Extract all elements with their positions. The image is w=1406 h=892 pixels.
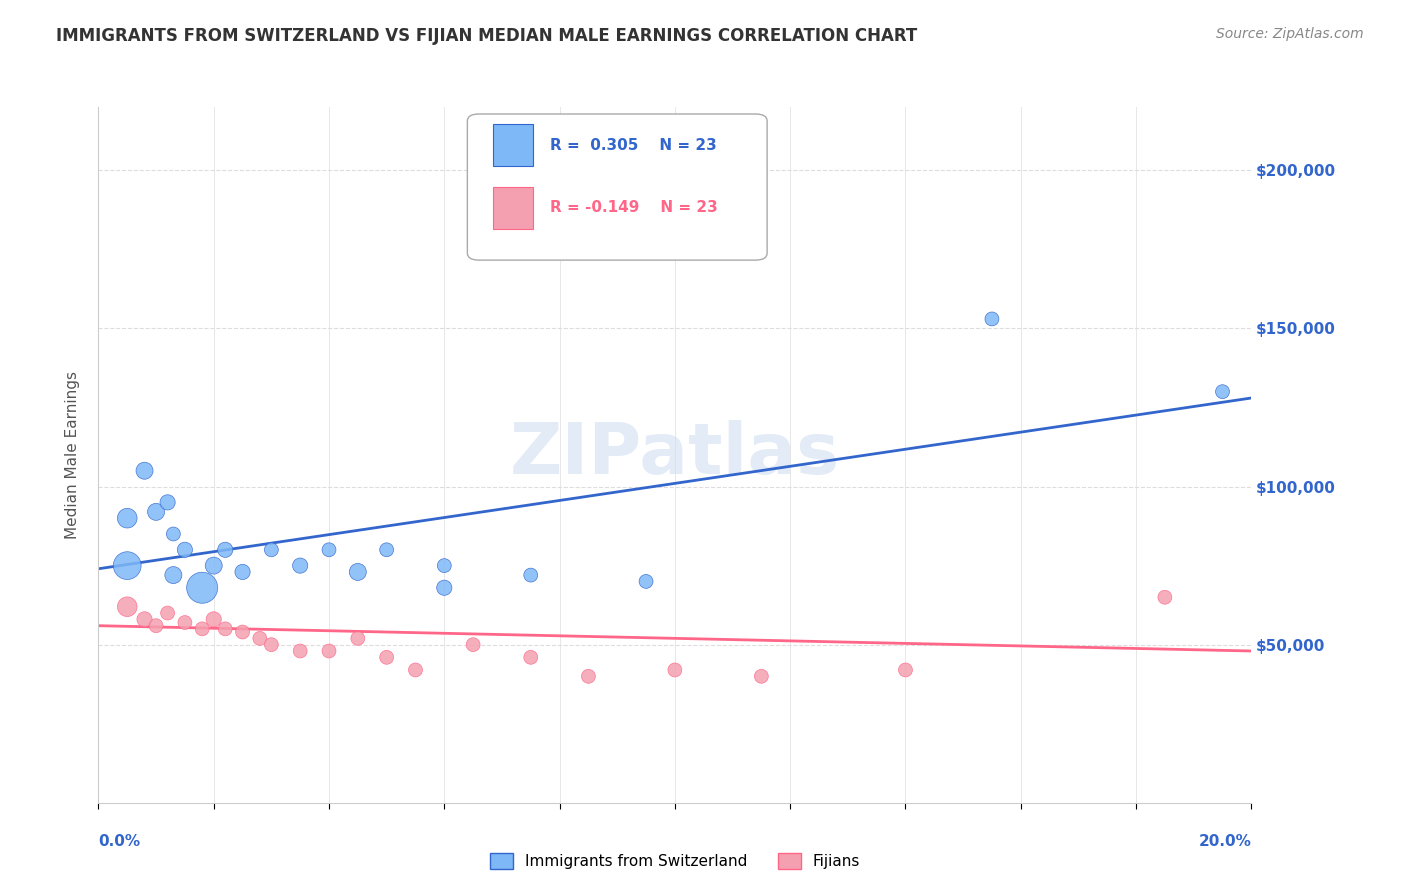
Point <box>191 581 214 595</box>
Point <box>117 558 139 573</box>
Point <box>249 632 271 646</box>
Point <box>231 625 254 640</box>
Point <box>751 669 773 683</box>
Point <box>145 505 167 519</box>
Point <box>214 622 236 636</box>
Point <box>134 464 156 478</box>
Point <box>578 669 600 683</box>
Point <box>346 632 368 646</box>
Text: ZIPatlas: ZIPatlas <box>510 420 839 490</box>
Text: IMMIGRANTS FROM SWITZERLAND VS FIJIAN MEDIAN MALE EARNINGS CORRELATION CHART: IMMIGRANTS FROM SWITZERLAND VS FIJIAN ME… <box>56 27 918 45</box>
Point <box>636 574 658 589</box>
Point <box>174 542 197 557</box>
Point <box>433 558 456 573</box>
Point <box>1153 591 1175 605</box>
Point <box>461 638 484 652</box>
Point <box>231 565 254 579</box>
Point <box>433 581 456 595</box>
Point <box>134 612 156 626</box>
Point <box>318 644 340 658</box>
Point <box>1212 384 1234 399</box>
FancyBboxPatch shape <box>467 114 768 260</box>
Point <box>375 650 398 665</box>
Point <box>318 542 340 557</box>
Point <box>260 542 283 557</box>
Bar <box>492 125 533 166</box>
Bar <box>492 187 533 229</box>
Point <box>260 638 283 652</box>
Point <box>290 644 312 658</box>
Legend: Immigrants from Switzerland, Fijians: Immigrants from Switzerland, Fijians <box>484 847 866 875</box>
Point <box>405 663 427 677</box>
Point <box>202 558 225 573</box>
Text: R =  0.305    N = 23: R = 0.305 N = 23 <box>550 137 717 153</box>
Point <box>981 312 1004 326</box>
Point <box>290 558 312 573</box>
Text: 20.0%: 20.0% <box>1198 834 1251 849</box>
Point <box>214 542 236 557</box>
Point <box>664 663 686 677</box>
Point <box>174 615 197 630</box>
Point <box>375 542 398 557</box>
Point <box>520 568 543 582</box>
Text: 0.0%: 0.0% <box>98 834 141 849</box>
Point <box>156 495 179 509</box>
Point <box>346 565 368 579</box>
Point <box>894 663 917 677</box>
Text: Source: ZipAtlas.com: Source: ZipAtlas.com <box>1216 27 1364 41</box>
Point <box>117 511 139 525</box>
Point <box>162 527 184 541</box>
Point <box>202 612 225 626</box>
Point <box>156 606 179 620</box>
Point <box>117 599 139 614</box>
Text: R = -0.149    N = 23: R = -0.149 N = 23 <box>550 201 718 216</box>
Point <box>145 618 167 632</box>
Point <box>162 568 184 582</box>
Point <box>520 650 543 665</box>
Y-axis label: Median Male Earnings: Median Male Earnings <box>65 371 80 539</box>
Point <box>191 622 214 636</box>
